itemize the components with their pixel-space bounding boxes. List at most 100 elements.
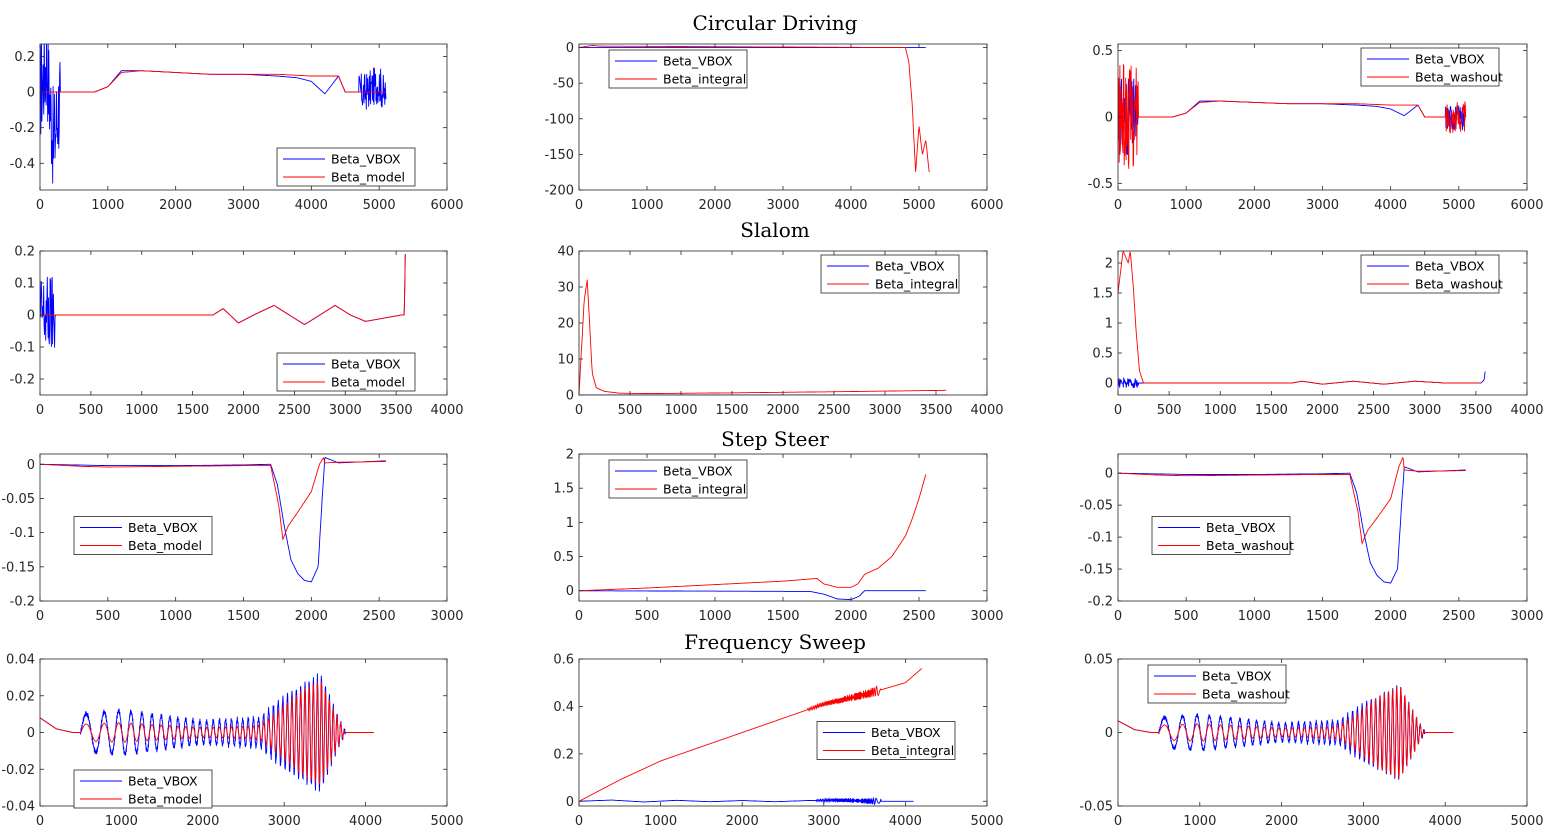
series-line-beta-integral <box>579 668 922 802</box>
subplot-r2c0: 0 500 1000 1500 2000 2500 3000 -0.2 -0.15 -0.1 -0.… <box>1 453 464 624</box>
y-tick-label: -200 <box>544 184 574 199</box>
y-tick-label: -0.2 <box>1088 595 1113 610</box>
x-tick-label: 2000 <box>1306 403 1339 418</box>
series-line-beta-washout <box>1118 456 1466 545</box>
y-tick-label: 0 <box>566 584 574 599</box>
y-tick-label: -0.1 <box>1088 531 1113 546</box>
y-tick-label: 0 <box>1105 726 1113 741</box>
x-tick-label: 3000 <box>268 814 301 829</box>
x-tick-label: 4000 <box>970 403 1003 418</box>
x-tick-label: 1500 <box>1255 403 1288 418</box>
legend-label-beta-washout: Beta_washout <box>1415 277 1503 292</box>
y-tick-label: 2 <box>1105 257 1113 272</box>
y-tick-label: -0.05 <box>1 492 35 507</box>
x-tick-label: 1000 <box>1238 609 1271 624</box>
y-tick-label: 0.5 <box>1092 44 1113 59</box>
legend-box <box>1360 254 1500 294</box>
legend-label-beta-integral: Beta_integral <box>875 277 958 292</box>
series-line-beta-washout <box>1118 251 1481 385</box>
y-tick-label: 0 <box>27 309 35 324</box>
x-tick-label: 500 <box>95 609 120 624</box>
x-tick-label: 2000 <box>1374 609 1407 624</box>
x-tick-label: 4000 <box>1374 198 1407 213</box>
axes-box <box>578 658 988 807</box>
legend-box <box>816 721 956 760</box>
x-tick-label: 3500 <box>1459 403 1492 418</box>
subplot-r1c2: 0 500 1000 1500 2000 2500 3000 3500 4000 0 0.5 1 1.5… <box>1092 250 1544 418</box>
legend-box <box>820 254 960 294</box>
y-tick-label: 0.2 <box>553 747 574 762</box>
y-tick-label: 0.4 <box>553 700 574 715</box>
x-tick-label: 0 <box>1114 198 1122 213</box>
subplot-r2c2: 0 500 1000 1500 2000 2500 3000 -0.2 -0.15 -0.1 -0.… <box>1079 453 1544 624</box>
y-tick-label: 0 <box>1105 377 1113 392</box>
x-tick-label: 0 <box>36 609 44 624</box>
y-tick-label: 0 <box>27 458 35 473</box>
y-tick-label: 0.5 <box>1092 347 1113 362</box>
x-tick-label: 2500 <box>902 609 935 624</box>
y-tick-label: -50 <box>553 77 574 92</box>
x-tick-label: 3500 <box>919 403 952 418</box>
y-tick-label: -0.04 <box>1 800 35 815</box>
y-tick-label: 0.2 <box>14 245 35 260</box>
x-tick-label: 1000 <box>664 403 697 418</box>
row-title-frequency-sweep: Frequency Sweep <box>684 630 866 654</box>
subplot-r2c1: 0 500 1000 1500 2000 2500 3000 0 0.5 1 1.5 2 Beta_VB… <box>553 448 1003 625</box>
y-tick-label: 0 <box>27 726 35 741</box>
x-tick-label: 1000 <box>105 814 138 829</box>
x-tick-label: 2000 <box>159 198 192 213</box>
legend-label-beta-model: Beta_model <box>128 538 202 553</box>
x-tick-label: 500 <box>1157 403 1182 418</box>
legend: Beta_VBOX Beta_integral <box>820 254 960 294</box>
y-tick-label: 40 <box>557 245 574 260</box>
legend: Beta_VBOX Beta_integral <box>608 49 748 89</box>
legend-label-beta-vbox: Beta_VBOX <box>875 259 945 274</box>
x-tick-label: 2000 <box>295 609 328 624</box>
legend-label-beta-vbox: Beta_VBOX <box>331 357 401 372</box>
y-tick-label: -0.02 <box>1 763 35 778</box>
y-tick-label: -0.2 <box>10 121 35 136</box>
series-line-beta-model <box>40 70 386 93</box>
legend: Beta_VBOX Beta_washout <box>1360 254 1503 294</box>
y-tick-label: -0.2 <box>10 595 35 610</box>
x-tick-label: 0 <box>1114 814 1122 829</box>
series-line-beta-model <box>40 457 386 541</box>
legend-box <box>608 459 748 499</box>
legend-label-beta-model: Beta_model <box>331 170 405 185</box>
plot-lines <box>579 474 927 601</box>
legend: Beta_VBOX Beta_model <box>73 769 213 809</box>
plot-lines <box>1118 685 1454 780</box>
y-tick-label: -0.05 <box>1079 499 1113 514</box>
x-tick-label: 5000 <box>902 198 935 213</box>
x-tick-label: 6000 <box>1510 198 1543 213</box>
y-tick-label: 0.05 <box>1084 653 1113 668</box>
legend: Beta_VBOX Beta_washout <box>1151 516 1294 555</box>
legend-label-beta-vbox: Beta_VBOX <box>871 725 941 740</box>
x-tick-label: 0 <box>575 198 583 213</box>
x-tick-label: 0 <box>1114 403 1122 418</box>
plot-lines <box>40 44 387 184</box>
x-tick-label: 5000 <box>430 814 463 829</box>
x-tick-label: 2000 <box>698 198 731 213</box>
legend-label-beta-integral: Beta_integral <box>663 482 746 497</box>
x-tick-label: 500 <box>1174 609 1199 624</box>
subplot-r1c0: 0 500 1000 1500 2000 2500 3000 3500 4000 -0.2 -0.1… <box>10 245 464 419</box>
legend: Beta_VBOX Beta_model <box>276 147 416 187</box>
legend-label-beta-integral: Beta_integral <box>663 72 746 87</box>
x-tick-label: 1000 <box>159 609 192 624</box>
legend-box <box>73 516 213 555</box>
subplot-r3c1: 0 1000 2000 3000 4000 5000 0 0.2 0.4 0.6 Beta_VBOX… <box>553 653 1003 830</box>
y-tick-label: 0.02 <box>6 689 35 704</box>
legend-label-beta-washout: Beta_washout <box>1206 538 1294 553</box>
x-tick-label: 3000 <box>227 198 260 213</box>
series-line-beta-vbox <box>579 590 926 601</box>
y-tick-label: -0.1 <box>10 526 35 541</box>
x-tick-label: 3000 <box>1408 403 1441 418</box>
x-tick-label: 1000 <box>698 609 731 624</box>
y-tick-label: -0.5 <box>1088 177 1113 192</box>
plot-lines <box>1118 251 1486 388</box>
plot-lines <box>1118 63 1467 169</box>
x-tick-label: 0 <box>575 403 583 418</box>
series-line-beta-washout <box>1118 687 1454 779</box>
